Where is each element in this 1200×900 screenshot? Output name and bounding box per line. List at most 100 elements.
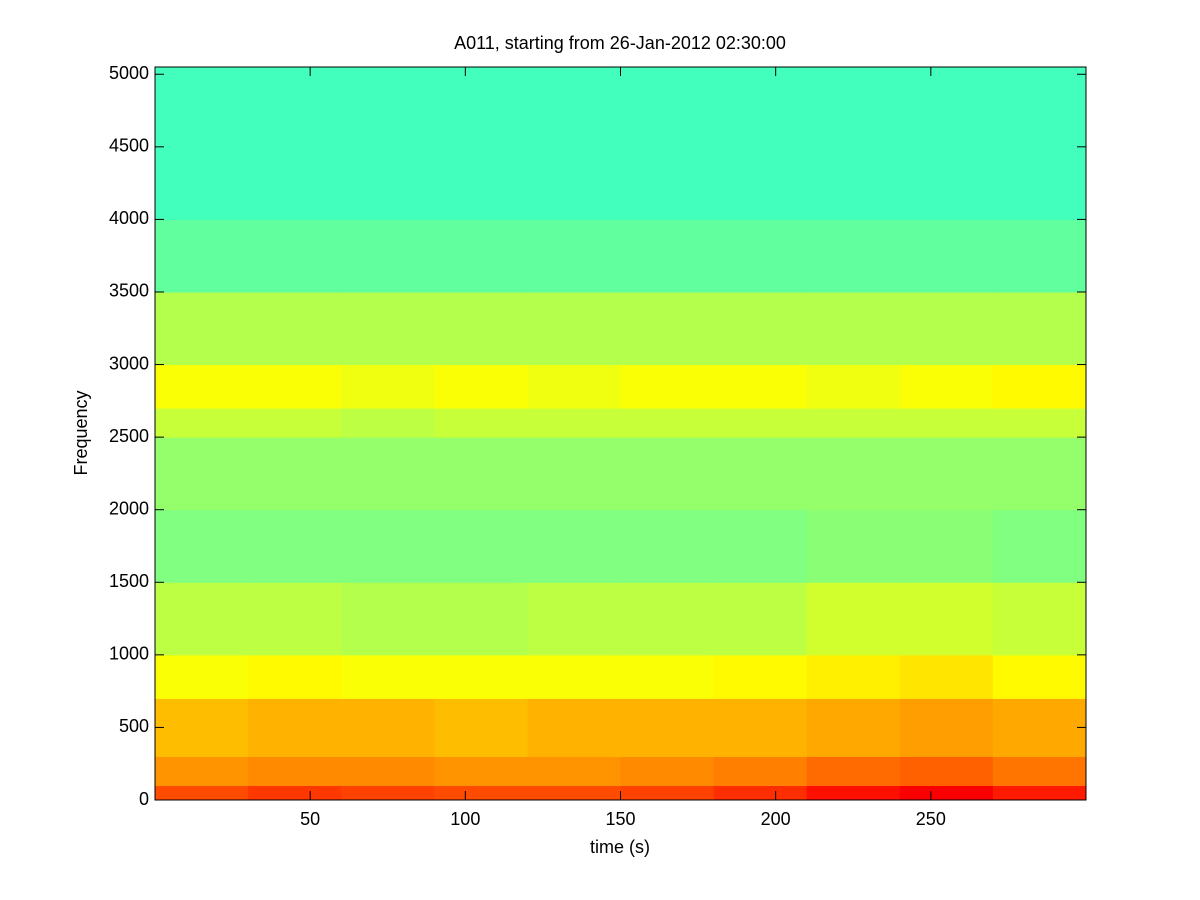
- y-tick-label: 5000: [109, 63, 149, 83]
- heatmap-cell: [248, 698, 342, 757]
- heatmap-cell: [248, 219, 342, 293]
- heatmap-cell: [527, 756, 621, 786]
- heatmap-cell: [620, 437, 715, 511]
- heatmap-cell: [527, 582, 621, 656]
- heatmap-cell: [806, 408, 901, 438]
- heatmap-cell: [713, 654, 808, 699]
- heatmap-cell: [434, 291, 528, 366]
- heatmap-cell: [155, 219, 249, 293]
- heatmap-cell: [527, 408, 621, 438]
- heatmap-cell: [620, 67, 715, 220]
- heatmap-cell: [527, 291, 621, 366]
- heatmap-cell: [341, 291, 435, 366]
- heatmap-cell: [713, 219, 808, 293]
- heatmap-cell: [620, 364, 715, 409]
- y-tick-label: 4000: [109, 208, 149, 228]
- heatmap-cell: [806, 756, 901, 786]
- x-axis-label: time (s): [590, 837, 650, 857]
- x-tick-label: 150: [605, 809, 635, 829]
- heatmap-cell: [806, 437, 901, 511]
- heatmap-cell: [713, 364, 808, 409]
- heatmap-cell: [806, 509, 901, 583]
- y-tick-label: 1500: [109, 571, 149, 591]
- heatmap-cell: [992, 582, 1087, 656]
- heatmap-cell: [620, 785, 715, 801]
- heatmap-cell: [806, 67, 901, 220]
- heatmap-cell: [341, 408, 435, 438]
- heatmap-cell: [806, 582, 901, 656]
- heatmap-cell: [248, 509, 342, 583]
- heatmap-cell: [992, 785, 1087, 801]
- heatmap-cell: [899, 756, 994, 786]
- heatmap-cell: [341, 364, 435, 409]
- heatmap-cell: [248, 67, 342, 220]
- heatmap-cell: [248, 291, 342, 366]
- heatmap-cell: [155, 364, 249, 409]
- heatmap-cell: [248, 756, 342, 786]
- y-tick-label: 3500: [109, 281, 149, 301]
- heatmap-cell: [155, 785, 249, 801]
- heatmap-cell: [620, 582, 715, 656]
- heatmap-cell: [155, 582, 249, 656]
- heatmap-cell: [620, 291, 715, 366]
- y-tick-label: 0: [139, 789, 149, 809]
- x-tick-label: 100: [450, 809, 480, 829]
- heatmap-cell: [527, 654, 621, 699]
- heatmap-cell: [992, 756, 1087, 786]
- x-tick-label: 200: [761, 809, 791, 829]
- heatmap-cell: [341, 509, 435, 583]
- heatmap-cell: [713, 67, 808, 220]
- heatmap-cell: [248, 654, 342, 699]
- heatmap-cell: [341, 785, 435, 801]
- heatmap-cell: [713, 291, 808, 366]
- heatmap-cell: [248, 408, 342, 438]
- heatmap-cell: [434, 219, 528, 293]
- y-axis-label: Frequency: [71, 390, 91, 475]
- heatmap-cell: [527, 364, 621, 409]
- heatmap-cell: [434, 67, 528, 220]
- heatmap-cell: [341, 698, 435, 757]
- heatmap-cell: [527, 785, 621, 801]
- heatmap-cell: [899, 698, 994, 757]
- heatmap-cell: [248, 582, 342, 656]
- heatmap-cell: [899, 291, 994, 366]
- heatmap-cell: [620, 509, 715, 583]
- heatmap-cell: [806, 654, 901, 699]
- heatmap-cell: [155, 756, 249, 786]
- heatmap-cell: [713, 408, 808, 438]
- heatmap-cell: [620, 219, 715, 293]
- y-tick-label: 4500: [109, 136, 149, 156]
- heatmap-cell: [713, 756, 808, 786]
- heatmap-cell: [155, 291, 249, 366]
- heatmap-cell: [434, 698, 528, 757]
- heatmap-cell: [527, 698, 621, 757]
- heatmap-cell: [341, 582, 435, 656]
- heatmap-cell: [248, 437, 342, 511]
- heatmap-cell: [527, 219, 621, 293]
- heatmap-cell: [899, 67, 994, 220]
- heatmap-cell: [620, 756, 715, 786]
- heatmap-cell: [341, 654, 435, 699]
- heatmap-cell: [527, 509, 621, 583]
- heatmap-cell: [434, 364, 528, 409]
- y-tick-label: 2000: [109, 498, 149, 518]
- heatmap-cell: [899, 582, 994, 656]
- heatmap-cell: [341, 437, 435, 511]
- x-tick-label: 250: [916, 809, 946, 829]
- heatmap-cell: [620, 698, 715, 757]
- heatmap-cell: [899, 437, 994, 511]
- heatmap-cell: [434, 654, 528, 699]
- heatmap-cell: [713, 437, 808, 511]
- heatmap-cell: [341, 756, 435, 786]
- heatmap-cell: [341, 67, 435, 220]
- heatmap-cell: [992, 364, 1087, 409]
- heatmap-cell: [434, 756, 528, 786]
- heatmap-cell: [248, 364, 342, 409]
- heatmap-cell: [806, 291, 901, 366]
- heatmap-cell: [155, 654, 249, 699]
- heatmap-cell: [899, 509, 994, 583]
- heatmap-cell: [992, 698, 1087, 757]
- heatmap-cell: [899, 654, 994, 699]
- heatmap-cell: [806, 698, 901, 757]
